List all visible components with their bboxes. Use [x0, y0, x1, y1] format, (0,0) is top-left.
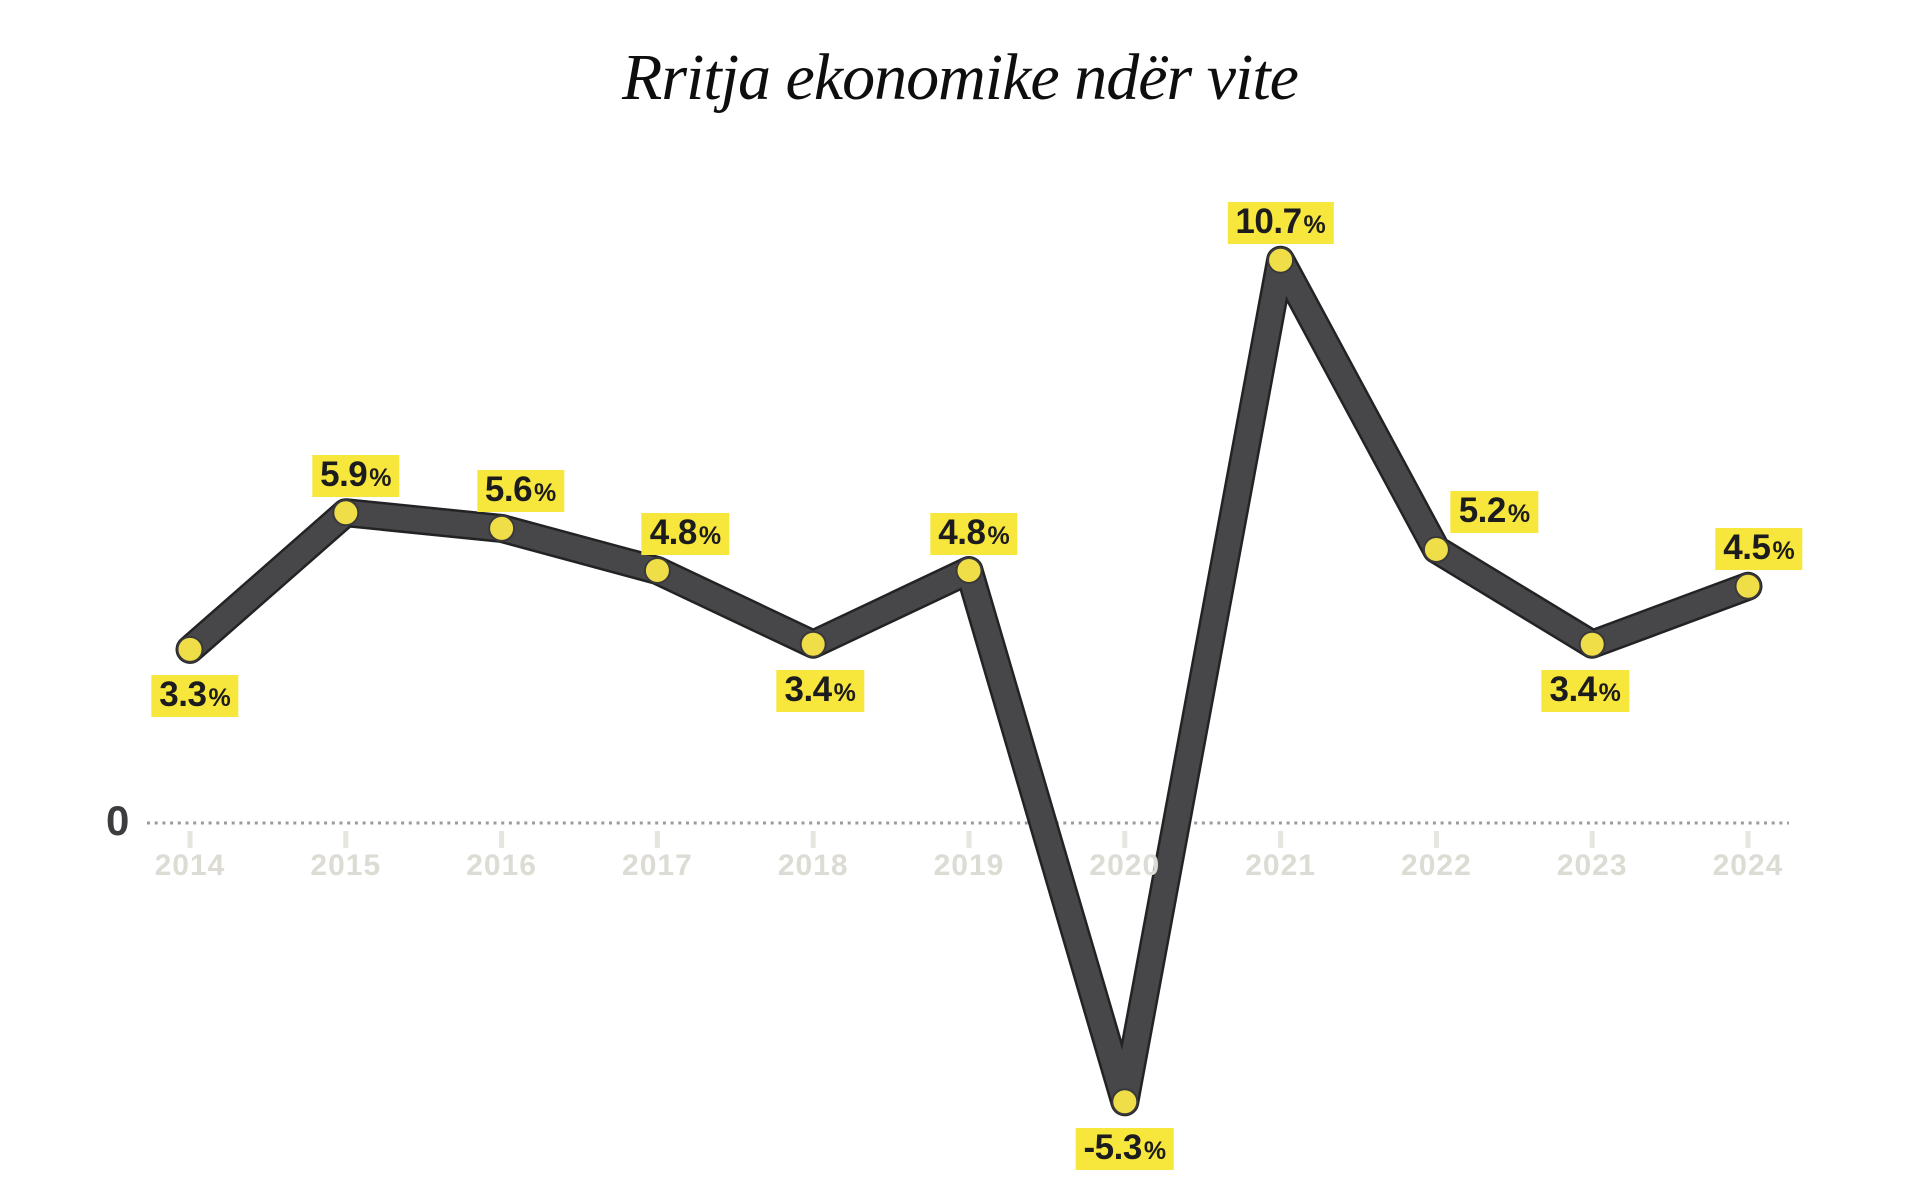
x-axis-label-2017: 2017 — [622, 849, 693, 882]
x-axis-label-2018: 2018 — [777, 849, 849, 882]
chart-title: Rritja ekonomike ndër vite — [622, 41, 1299, 114]
percent-sign: % — [1507, 500, 1531, 529]
percent-sign: % — [698, 521, 722, 550]
value-number: 4.8 — [649, 512, 698, 552]
percent-sign: % — [1143, 1136, 1167, 1165]
x-axis-tick-2021 — [1278, 831, 1284, 848]
series-line-outline — [175, 245, 1763, 1117]
x-axis-label-2020: 2020 — [1089, 849, 1161, 882]
zero-axis-label: 0 — [106, 797, 130, 844]
x-axis-tick-2014 — [187, 831, 193, 848]
percent-sign: % — [987, 521, 1010, 550]
value-label-2023: 3.4% — [1541, 670, 1629, 713]
value-number: 5.6 — [484, 470, 533, 510]
value-number: 5.9 — [320, 454, 368, 494]
x-axis-tick-2019 — [966, 831, 972, 848]
series-line — [178, 248, 1760, 1114]
x-axis-tick-2018 — [810, 831, 816, 848]
percent-sign: % — [1598, 679, 1621, 708]
x-axis-tick-2022 — [1433, 831, 1439, 848]
value-number: 3.4 — [1549, 670, 1597, 710]
value-number: -5.3 — [1083, 1127, 1143, 1167]
value-number: 5.2 — [1458, 491, 1507, 531]
x-axis-label-2014: 2014 — [154, 849, 226, 882]
value-label-2015: 5.9% — [312, 454, 400, 497]
x-axis-label-2023: 2023 — [1556, 849, 1628, 882]
x-axis-tick-2015 — [343, 831, 349, 848]
value-label-2014: 3.3% — [151, 675, 239, 718]
percent-sign: % — [1303, 211, 1326, 240]
percent-sign: % — [1772, 537, 1795, 566]
data-point-2021 — [1267, 246, 1295, 274]
percent-sign: % — [208, 684, 231, 713]
percent-sign: % — [534, 479, 557, 508]
data-point-2017 — [643, 557, 671, 584]
data-point-2024 — [1734, 572, 1762, 600]
x-axis-tick-2016 — [499, 831, 505, 848]
value-label-2024: 4.5% — [1715, 528, 1803, 571]
value-label-2017: 4.8% — [641, 512, 730, 555]
percent-sign: % — [369, 463, 392, 492]
data-point-2014 — [176, 635, 204, 663]
value-label-2022: 5.2% — [1450, 491, 1539, 534]
value-label-2018: 3.4% — [776, 670, 864, 713]
data-point-2020 — [1111, 1088, 1139, 1116]
x-axis-label-2015: 2015 — [310, 849, 382, 882]
value-label-2016: 5.6% — [476, 470, 565, 513]
x-axis-label-2024: 2024 — [1712, 849, 1784, 882]
value-number: 4.8 — [938, 512, 986, 552]
data-point-2022 — [1422, 536, 1450, 563]
value-number: 10.7 — [1235, 202, 1302, 242]
data-point-2015 — [332, 499, 360, 527]
value-number: 4.5 — [1723, 528, 1771, 568]
data-point-2016 — [488, 514, 516, 542]
value-label-2020: -5.3% — [1075, 1127, 1175, 1170]
value-label-2021: 10.7% — [1227, 202, 1334, 245]
x-axis-tick-2023 — [1589, 831, 1595, 848]
x-axis-label-2022: 2022 — [1401, 849, 1472, 882]
x-axis-label-2016: 2016 — [466, 849, 537, 882]
x-axis-label-2021: 2021 — [1245, 849, 1316, 882]
x-axis-label-2019: 2019 — [933, 849, 1005, 882]
data-point-2018 — [799, 630, 827, 658]
value-label-2019: 4.8% — [930, 512, 1018, 555]
percent-sign: % — [833, 679, 856, 708]
data-point-2023 — [1578, 630, 1606, 658]
value-number: 3.3 — [159, 675, 207, 715]
x-axis-tick-2017 — [654, 831, 660, 848]
data-point-2019 — [955, 557, 983, 584]
x-axis-tick-2020 — [1122, 831, 1128, 848]
x-axis-tick-2024 — [1745, 831, 1751, 848]
value-number: 3.4 — [784, 670, 832, 710]
